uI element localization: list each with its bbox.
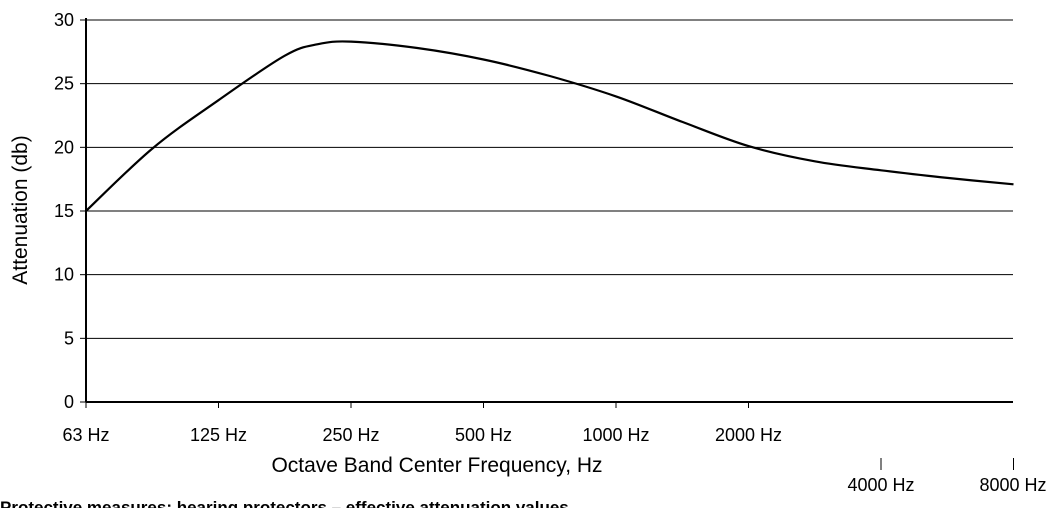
- y-tick-label: 30: [54, 10, 74, 30]
- x-axis-title: Octave Band Center Frequency, Hz: [271, 454, 602, 477]
- attenuation-chart: 0 5 10 15 20 25 30 63 Hz 125 Hz 250 Hz 500 Hz 1000…: [9, 10, 1047, 492]
- x-axis-ticks: 63 Hz 125 Hz 250 Hz 500 Hz 1000 Hz 2000 Hz 400…: [62, 402, 1047, 492]
- y-tick-label: 5: [64, 328, 74, 348]
- caption-text: Protective measures: hearing protectors …: [0, 498, 569, 508]
- y-tick-label: 25: [54, 74, 74, 94]
- gridlines: [86, 19, 1013, 339]
- x-tick-label: 125 Hz: [190, 425, 247, 445]
- x-tick-label: 8000 Hz: [979, 475, 1046, 492]
- attenuation-series-line: [85, 40, 1014, 212]
- x-tick-label: 1000 Hz: [582, 425, 649, 445]
- x-tick-label: 500 Hz: [455, 425, 512, 445]
- y-axis-ticks: 0 5 10 15 20 25 30: [54, 10, 86, 412]
- y-tick-label: 15: [54, 201, 74, 221]
- y-tick-label: 0: [64, 392, 74, 412]
- x-tick-label: 63 Hz: [62, 425, 109, 445]
- x-tick-label: 4000 Hz: [847, 475, 914, 492]
- y-axis-title: Attenuation (db): [9, 135, 32, 284]
- x-tick-label: 250 Hz: [322, 425, 379, 445]
- y-tick-label: 20: [54, 137, 74, 157]
- x-tick-label: 2000 Hz: [715, 425, 782, 445]
- y-tick-label: 10: [54, 265, 74, 285]
